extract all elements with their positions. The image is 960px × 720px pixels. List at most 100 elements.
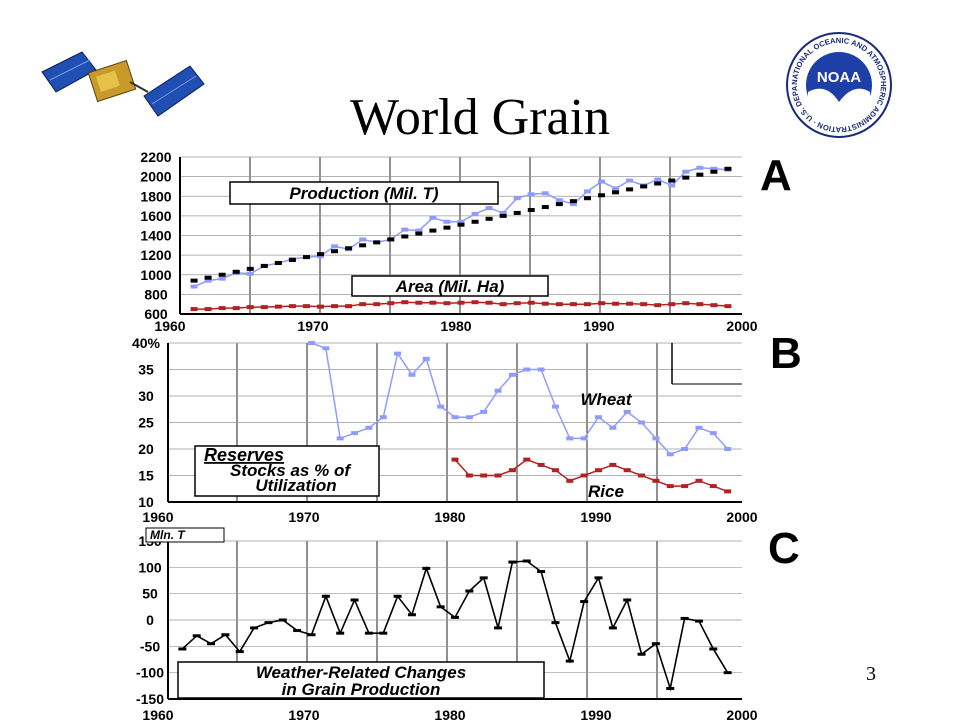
data-point bbox=[668, 183, 676, 188]
rice-label: Rice bbox=[588, 482, 624, 501]
panel-letter: B bbox=[770, 329, 802, 378]
data-point bbox=[626, 178, 634, 183]
satellite-icon bbox=[41, 51, 205, 117]
data-point bbox=[387, 301, 395, 306]
data-point bbox=[471, 219, 479, 224]
y-tick-label: 30 bbox=[138, 388, 154, 404]
data-point bbox=[274, 304, 282, 309]
data-point bbox=[724, 304, 732, 309]
data-point bbox=[437, 404, 445, 409]
data-point bbox=[465, 415, 473, 420]
data-point bbox=[523, 367, 531, 372]
data-point bbox=[443, 225, 451, 230]
data-point bbox=[612, 186, 620, 191]
data-point bbox=[612, 301, 620, 306]
data-point bbox=[422, 356, 430, 361]
unit-label-box bbox=[145, 527, 225, 543]
weather-label-line2: in Grain Production bbox=[282, 680, 441, 699]
data-point bbox=[609, 462, 617, 467]
data-point bbox=[471, 211, 479, 216]
wheat-label: Wheat bbox=[581, 390, 633, 409]
data-point bbox=[480, 473, 488, 478]
data-point bbox=[232, 306, 240, 311]
data-point bbox=[623, 468, 631, 473]
panel-letter: A bbox=[760, 151, 792, 200]
data-point bbox=[317, 304, 324, 309]
data-point bbox=[551, 468, 559, 473]
data-point bbox=[415, 300, 423, 305]
data-point bbox=[429, 215, 437, 220]
y-tick-label: 100 bbox=[138, 559, 162, 575]
data-point bbox=[682, 175, 690, 180]
data-point bbox=[566, 478, 574, 483]
data-point bbox=[218, 276, 226, 281]
y-tick-label: 0 bbox=[146, 612, 154, 628]
data-point bbox=[401, 227, 409, 232]
data-point bbox=[471, 300, 479, 305]
data-point bbox=[513, 210, 521, 215]
weather-label-box bbox=[177, 661, 545, 699]
y-tick-label: 1000 bbox=[140, 267, 171, 283]
data-point bbox=[499, 302, 507, 307]
page-title: World Grain bbox=[349, 89, 611, 146]
data-point bbox=[415, 231, 423, 236]
data-point bbox=[480, 409, 488, 414]
data-point bbox=[666, 484, 674, 489]
area-label: Area (Mil. Ha) bbox=[395, 277, 505, 296]
data-point bbox=[190, 284, 198, 289]
data-point bbox=[274, 260, 282, 265]
data-point bbox=[681, 484, 689, 489]
data-point bbox=[709, 484, 717, 489]
data-point bbox=[640, 302, 648, 307]
x-tick-label: 1990 bbox=[580, 509, 611, 525]
y-tick-label: 40% bbox=[132, 335, 161, 351]
data-point bbox=[668, 178, 676, 183]
data-point bbox=[513, 196, 521, 201]
y-tick-label: -100 bbox=[136, 665, 164, 681]
reserves-label: Reserves bbox=[204, 445, 284, 465]
data-point bbox=[246, 305, 254, 310]
data-point bbox=[373, 302, 381, 307]
data-point bbox=[640, 184, 648, 189]
x-tick-label: 1970 bbox=[288, 707, 319, 720]
data-point bbox=[246, 271, 254, 276]
x-tick-label: 1960 bbox=[142, 509, 173, 525]
data-point bbox=[508, 468, 516, 473]
y-tick-label: 2200 bbox=[140, 149, 171, 165]
y-tick-label: -150 bbox=[136, 691, 164, 707]
data-point bbox=[595, 468, 602, 473]
data-point bbox=[457, 222, 465, 227]
data-point bbox=[555, 202, 563, 207]
series-trend bbox=[190, 166, 732, 283]
data-point bbox=[551, 404, 559, 409]
data-point bbox=[527, 300, 535, 305]
data-point bbox=[666, 452, 674, 457]
data-point bbox=[429, 300, 437, 305]
series-line-wheat bbox=[311, 342, 729, 456]
data-point bbox=[204, 275, 212, 280]
series-rice bbox=[451, 457, 732, 494]
data-point bbox=[351, 431, 359, 436]
x-tick-label: 1960 bbox=[142, 707, 173, 720]
data-point bbox=[709, 431, 717, 436]
data-point bbox=[652, 478, 660, 483]
y-tick-label: 25 bbox=[138, 415, 154, 431]
y-tick-label: -50 bbox=[140, 638, 160, 654]
data-point bbox=[331, 304, 339, 309]
slide-number: 3 bbox=[866, 663, 876, 685]
data-point bbox=[513, 301, 521, 306]
data-point bbox=[260, 263, 268, 268]
data-point bbox=[451, 457, 459, 462]
data-point bbox=[623, 409, 631, 414]
data-point bbox=[598, 179, 605, 184]
data-point bbox=[696, 302, 704, 307]
data-point bbox=[537, 462, 545, 467]
x-tick-label: 2000 bbox=[726, 318, 757, 334]
data-point bbox=[379, 415, 387, 420]
data-point bbox=[724, 489, 732, 494]
data-point bbox=[190, 307, 198, 312]
data-point bbox=[612, 190, 620, 195]
unit-label: Mln. T bbox=[150, 528, 186, 542]
